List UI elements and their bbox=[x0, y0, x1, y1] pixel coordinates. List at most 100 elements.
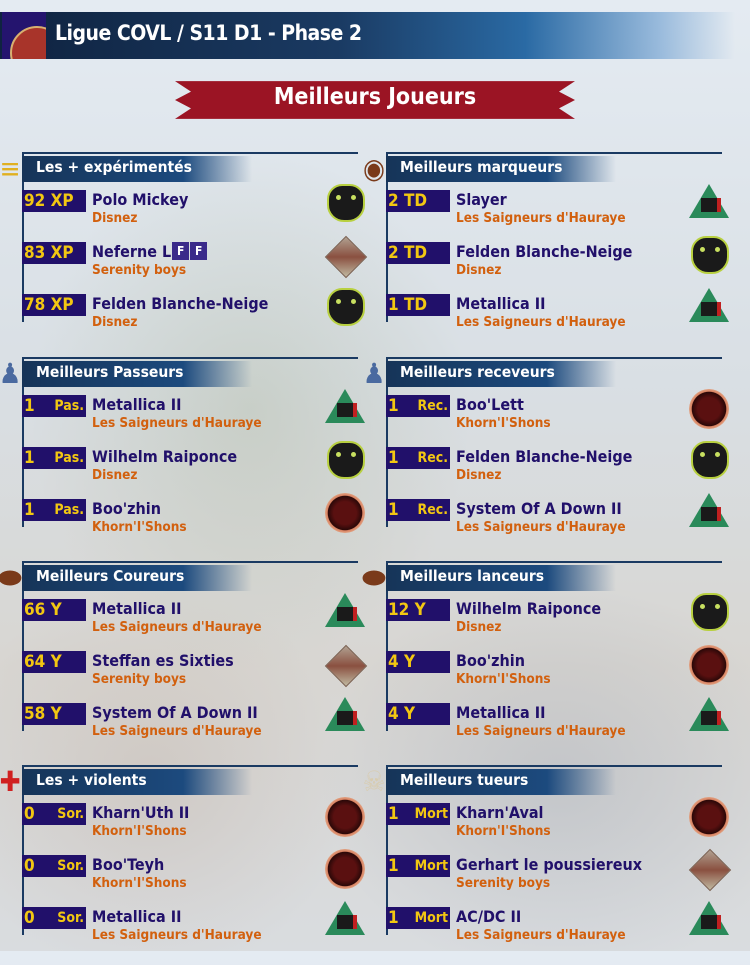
team-logo-saign-icon[interactable] bbox=[689, 288, 729, 322]
player-name[interactable]: Metallica II bbox=[456, 703, 545, 722]
team-name[interactable]: Serenity boys bbox=[92, 671, 187, 687]
player-row[interactable]: 66 Y Metallica II Les Saigneurs d'Hauraye bbox=[0, 593, 365, 651]
player-name-text[interactable]: Felden Blanche-Neige bbox=[456, 242, 633, 261]
player-name-text[interactable]: Kharn'Uth II bbox=[92, 803, 190, 822]
team-logo-disnez-icon[interactable] bbox=[691, 236, 729, 274]
player-name[interactable]: Boo'Teyh bbox=[92, 855, 164, 874]
player-name-text[interactable]: AC/DC II bbox=[456, 907, 522, 926]
player-row[interactable]: 92 XP Polo Mickey Disnez bbox=[0, 184, 365, 242]
team-name[interactable]: Les Saigneurs d'Hauraye bbox=[456, 519, 626, 535]
team-logo-khorn-icon[interactable] bbox=[325, 493, 365, 533]
team-logo-disnez-icon[interactable] bbox=[691, 441, 729, 479]
player-row[interactable]: 1 Mort Kharn'Aval Khorn'I'Shons bbox=[364, 797, 729, 855]
team-name[interactable]: Les Saigneurs d'Hauraye bbox=[456, 314, 626, 330]
team-name[interactable]: Les Saigneurs d'Hauraye bbox=[456, 210, 626, 226]
player-name-text[interactable]: Felden Blanche-Neige bbox=[456, 447, 633, 466]
player-name[interactable]: Boo'zhin bbox=[456, 651, 525, 670]
player-name[interactable]: Wilhelm Raiponce bbox=[92, 447, 237, 466]
player-row[interactable]: 64 Y Steffan es Sixties Serenity boys bbox=[0, 644, 368, 703]
player-name[interactable]: AC/DC II bbox=[456, 907, 521, 926]
team-logo-disnez-icon[interactable] bbox=[327, 288, 365, 326]
player-name[interactable]: Metallica II bbox=[92, 599, 181, 618]
player-name[interactable]: Kharn'Uth II bbox=[92, 803, 189, 822]
player-name[interactable]: Metallica II bbox=[92, 907, 181, 926]
team-name[interactable]: Khorn'I'Shons bbox=[92, 823, 187, 839]
team-name[interactable]: Disnez bbox=[92, 467, 138, 483]
player-name-text[interactable]: Metallica II bbox=[456, 294, 546, 313]
player-name-text[interactable]: Polo Mickey bbox=[92, 190, 189, 209]
player-row[interactable]: 4 Y Metallica II Les Saigneurs d'Hauraye bbox=[364, 697, 729, 755]
player-name-text[interactable]: Metallica II bbox=[92, 395, 182, 414]
player-name[interactable]: Felden Blanche-Neige bbox=[92, 294, 268, 313]
player-row[interactable]: 4 Y Boo'zhin Khorn'I'Shons bbox=[364, 645, 729, 703]
team-name[interactable]: Les Saigneurs d'Hauraye bbox=[92, 723, 262, 739]
player-name[interactable]: Felden Blanche-Neige bbox=[456, 242, 632, 261]
team-logo-khorn-icon[interactable] bbox=[689, 797, 729, 837]
player-row[interactable]: 1 Pas. Wilhelm Raiponce Disnez bbox=[0, 441, 365, 499]
player-row[interactable]: 0 Sor. Metallica II Les Saigneurs d'Hauraye bbox=[0, 901, 365, 959]
player-row[interactable]: 0 Sor. Kharn'Uth II Khorn'I'Shons bbox=[0, 797, 365, 855]
player-name-text[interactable]: Neferne L bbox=[92, 242, 172, 261]
team-logo-saign-icon[interactable] bbox=[325, 593, 365, 627]
player-name-text[interactable]: Boo'Teyh bbox=[92, 855, 165, 874]
player-name-text[interactable]: Gerhart le poussiereux bbox=[456, 855, 643, 874]
player-name-text[interactable]: Felden Blanche-Neige bbox=[92, 294, 269, 313]
player-name[interactable]: Felden Blanche-Neige bbox=[456, 447, 632, 466]
team-name[interactable]: Disnez bbox=[92, 210, 138, 226]
player-name-text[interactable]: Slayer bbox=[456, 190, 507, 209]
team-logo-khorn-icon[interactable] bbox=[689, 389, 729, 429]
player-row[interactable]: 12 Y Wilhelm Raiponce Disnez bbox=[364, 593, 729, 651]
player-name[interactable]: Gerhart le poussiereux bbox=[456, 855, 642, 874]
team-name[interactable]: Khorn'I'Shons bbox=[456, 671, 551, 687]
player-name[interactable]: Kharn'Aval bbox=[456, 803, 543, 822]
player-row[interactable]: 83 XP Neferne L F F Serenity boys bbox=[0, 235, 368, 294]
team-name[interactable]: Disnez bbox=[456, 467, 502, 483]
team-logo-disnez-icon[interactable] bbox=[327, 441, 365, 479]
player-name-text[interactable]: Wilhelm Raiponce bbox=[456, 599, 602, 618]
team-name[interactable]: Les Saigneurs d'Hauraye bbox=[456, 927, 626, 943]
player-name-text[interactable]: Kharn'Aval bbox=[456, 803, 544, 822]
team-name[interactable]: Serenity boys bbox=[456, 875, 551, 891]
team-name[interactable]: Les Saigneurs d'Hauraye bbox=[92, 619, 262, 635]
player-name[interactable]: Boo'Lett bbox=[456, 395, 524, 414]
player-row[interactable]: 1 Rec. Boo'Lett Khorn'I'Shons bbox=[364, 389, 729, 447]
player-row[interactable]: 0 Sor. Boo'Teyh Khorn'I'Shons bbox=[0, 849, 365, 907]
player-name[interactable]: Polo Mickey bbox=[92, 190, 188, 209]
team-logo-khorn-icon[interactable] bbox=[325, 849, 365, 889]
player-row[interactable]: 2 TD Slayer Les Saigneurs d'Hauraye bbox=[364, 184, 729, 242]
player-row[interactable]: 1 Pas. Metallica II Les Saigneurs d'Hauraye bbox=[0, 389, 365, 447]
team-name[interactable]: Khorn'I'Shons bbox=[92, 519, 187, 535]
team-name[interactable]: Les Saigneurs d'Hauraye bbox=[92, 415, 262, 431]
team-name[interactable]: Khorn'I'Shons bbox=[92, 875, 187, 891]
team-logo-saign-icon[interactable] bbox=[689, 901, 729, 935]
team-logo-saign-icon[interactable] bbox=[325, 389, 365, 423]
player-name[interactable]: Metallica II bbox=[92, 395, 181, 414]
player-name-text[interactable]: Boo'zhin bbox=[92, 499, 161, 518]
team-logo-saign-icon[interactable] bbox=[325, 901, 365, 935]
player-name-text[interactable]: Metallica II bbox=[456, 703, 546, 722]
player-row[interactable]: 58 Y System Of A Down II Les Saigneurs d'H… bbox=[0, 697, 365, 755]
player-name[interactable]: System Of A Down II bbox=[92, 703, 258, 722]
team-logo-khorn-icon[interactable] bbox=[325, 797, 365, 837]
team-name[interactable]: Serenity boys bbox=[92, 262, 187, 278]
team-logo-disnez-icon[interactable] bbox=[327, 184, 365, 222]
team-name[interactable]: Les Saigneurs d'Hauraye bbox=[92, 927, 262, 943]
player-row[interactable]: 78 XP Felden Blanche-Neige Disnez bbox=[0, 288, 365, 346]
team-logo-saign-icon[interactable] bbox=[689, 184, 729, 218]
team-logo-saign-icon[interactable] bbox=[689, 697, 729, 731]
player-name-text[interactable]: System Of A Down II bbox=[456, 499, 622, 518]
team-name[interactable]: Khorn'I'Shons bbox=[456, 823, 551, 839]
player-name-text[interactable]: Boo'Lett bbox=[456, 395, 524, 414]
player-name-text[interactable]: Steffan es Sixties bbox=[92, 651, 234, 670]
team-logo-saign-icon[interactable] bbox=[325, 697, 365, 731]
team-logo-khorn-icon[interactable] bbox=[689, 645, 729, 685]
player-name-text[interactable]: Metallica II bbox=[92, 599, 182, 618]
player-name[interactable]: Metallica II bbox=[456, 294, 545, 313]
player-row[interactable]: 1 Pas. Boo'zhin Khorn'I'Shons bbox=[0, 493, 365, 551]
player-name-text[interactable]: System Of A Down II bbox=[92, 703, 258, 722]
player-row[interactable]: 1 Rec. Felden Blanche-Neige Disnez bbox=[364, 441, 729, 499]
team-name[interactable]: Les Saigneurs d'Hauraye bbox=[456, 723, 626, 739]
team-name[interactable]: Disnez bbox=[92, 314, 138, 330]
team-name[interactable]: Disnez bbox=[456, 619, 502, 635]
